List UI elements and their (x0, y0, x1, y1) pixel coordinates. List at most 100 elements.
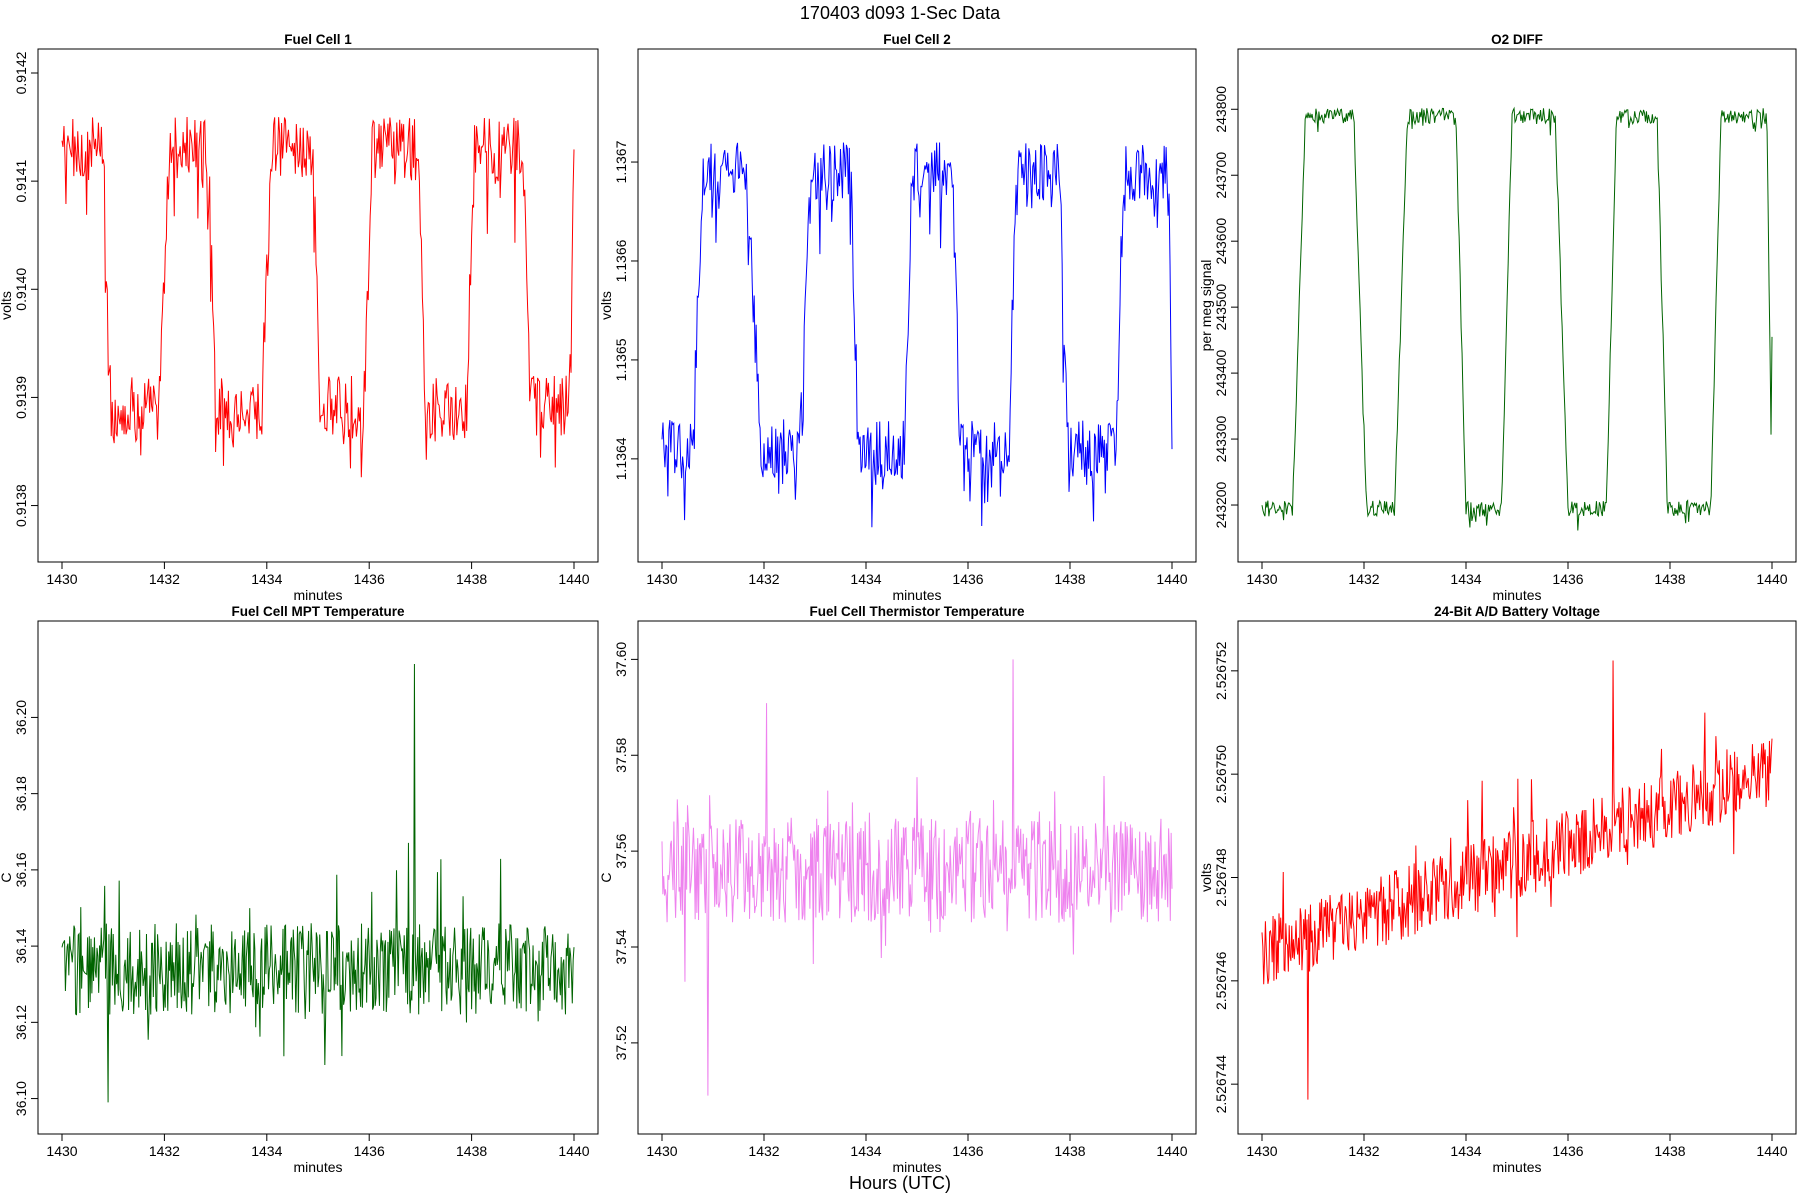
y-tick-label: 37.58 (613, 738, 629, 773)
y-tick-label: 2.526752 (1213, 641, 1229, 700)
x-tick-label: 1438 (1054, 571, 1085, 587)
y-tick-label: 243500 (1213, 284, 1229, 331)
x-tick-label: 1440 (558, 571, 589, 587)
y-axis-label: per meg signal (1198, 260, 1214, 352)
x-tick-label: 1430 (646, 1143, 677, 1159)
chart-panels: Fuel Cell 1 1430 1432 1434 1436 1438 1440 0.913… (0, 32, 1797, 1175)
x-axis-label: minutes (293, 1159, 342, 1175)
panel-title: 24-Bit A/D Battery Voltage (1434, 604, 1600, 619)
y-tick-label: 0.9138 (13, 484, 29, 527)
y-tick-label: 36.16 (13, 852, 29, 887)
x-tick-label: 1432 (1348, 1143, 1379, 1159)
series-line (661, 142, 1173, 528)
series-line (61, 664, 575, 1103)
x-axis-label: minutes (1492, 1159, 1541, 1175)
y-tick-label: 0.9139 (13, 376, 29, 419)
panel-o2-diff: O2 DIFF 1430 1432 1434 1436 1438 1440 243200 243… (1198, 32, 1797, 603)
panel-24-bit-a-d-battery-voltage: 24-Bit A/D Battery Voltage 1430 1432 1434 14… (1198, 604, 1797, 1175)
x-tick-label: 1430 (1246, 571, 1277, 587)
y-tick-label: 243300 (1213, 415, 1229, 462)
x-tick-label: 1438 (456, 571, 487, 587)
y-tick-label: 243800 (1213, 86, 1229, 133)
x-tick-label: 1438 (1654, 1143, 1685, 1159)
x-tick-label: 1434 (850, 1143, 881, 1159)
plot-frame (637, 620, 1197, 1135)
y-tick-label: 37.56 (613, 833, 629, 868)
panel-title: Fuel Cell 2 (883, 32, 951, 47)
x-tick-label: 1440 (1156, 1143, 1187, 1159)
x-axis-label: minutes (892, 1159, 941, 1175)
series-line (1261, 106, 1773, 531)
y-tick-label: 37.54 (613, 929, 629, 964)
y-axis-label: volts (1198, 863, 1214, 892)
x-tick-label: 1432 (1348, 571, 1379, 587)
y-tick-label: 0.9142 (13, 51, 29, 94)
x-tick-label: 1434 (1450, 1143, 1481, 1159)
x-tick-label: 1438 (1654, 571, 1685, 587)
y-tick-label: 2.526744 (1213, 1055, 1229, 1114)
y-tick-label: 36.18 (13, 776, 29, 811)
series-line (1261, 660, 1773, 1100)
x-axis-label: minutes (1492, 587, 1541, 603)
x-tick-label: 1430 (1246, 1143, 1277, 1159)
x-tick-label: 1436 (952, 1143, 983, 1159)
x-axis-label: minutes (892, 587, 941, 603)
x-tick-label: 1432 (748, 1143, 779, 1159)
y-tick-label: 243400 (1213, 350, 1229, 397)
series-line (61, 116, 575, 478)
plot-frame (37, 620, 599, 1135)
panel-title: Fuel Cell Thermistor Temperature (809, 604, 1025, 619)
figure-bottom-label: Hours (UTC) (849, 1173, 951, 1193)
y-tick-label: 1.1367 (613, 140, 629, 183)
y-tick-label: 1.1365 (613, 338, 629, 381)
x-tick-label: 1430 (646, 571, 677, 587)
y-axis-label: volts (598, 291, 614, 320)
y-tick-label: 243700 (1213, 152, 1229, 199)
panel-fuel-cell-1: Fuel Cell 1 1430 1432 1434 1436 1438 1440 0.913… (0, 32, 599, 603)
y-axis-label: C (0, 872, 14, 882)
x-tick-label: 1434 (850, 571, 881, 587)
plot-frame (1237, 48, 1797, 563)
y-tick-label: 37.60 (613, 642, 629, 677)
panel-title: O2 DIFF (1491, 32, 1543, 47)
y-tick-label: 36.14 (13, 928, 29, 963)
y-tick-label: 243600 (1213, 218, 1229, 265)
x-tick-label: 1432 (748, 571, 779, 587)
y-tick-label: 36.20 (13, 700, 29, 735)
panel-title: Fuel Cell MPT Temperature (231, 604, 405, 619)
panel-fuel-cell-thermistor-temperature: Fuel Cell Thermistor Temperature 1430 1432… (598, 604, 1197, 1175)
y-tick-label: 36.10 (13, 1081, 29, 1116)
x-tick-label: 1434 (251, 1143, 282, 1159)
x-tick-label: 1440 (558, 1143, 589, 1159)
y-tick-label: 36.12 (13, 1005, 29, 1040)
y-axis-label: volts (0, 291, 14, 320)
x-tick-label: 1430 (46, 571, 77, 587)
x-tick-label: 1438 (456, 1143, 487, 1159)
panel-fuel-cell-2: Fuel Cell 2 1430 1432 1434 1436 1438 1440 1.136… (598, 32, 1197, 603)
panel-fuel-cell-mpt-temperature: Fuel Cell MPT Temperature 1430 1432 1434 143… (0, 604, 599, 1175)
y-tick-label: 2.526746 (1213, 951, 1229, 1010)
x-tick-label: 1440 (1156, 571, 1187, 587)
x-axis-label: minutes (293, 587, 342, 603)
y-tick-label: 0.9141 (13, 160, 29, 203)
y-tick-label: 0.9140 (13, 268, 29, 311)
x-tick-label: 1436 (952, 571, 983, 587)
x-tick-label: 1434 (1450, 571, 1481, 587)
y-axis-label: C (598, 872, 614, 882)
y-tick-label: 1.1364 (613, 437, 629, 480)
x-tick-label: 1440 (1756, 1143, 1787, 1159)
x-tick-label: 1438 (1054, 1143, 1085, 1159)
x-tick-label: 1430 (46, 1143, 77, 1159)
x-tick-label: 1434 (251, 571, 282, 587)
x-tick-label: 1440 (1756, 571, 1787, 587)
x-tick-label: 1432 (149, 1143, 180, 1159)
plot-frame (37, 48, 599, 563)
x-tick-label: 1436 (354, 1143, 385, 1159)
y-tick-label: 1.1366 (613, 239, 629, 282)
y-tick-label: 2.526748 (1213, 848, 1229, 907)
y-tick-label: 37.52 (613, 1025, 629, 1060)
x-tick-label: 1436 (354, 571, 385, 587)
x-tick-label: 1436 (1552, 1143, 1583, 1159)
figure-title: 170403 d093 1-Sec Data (800, 3, 1001, 23)
